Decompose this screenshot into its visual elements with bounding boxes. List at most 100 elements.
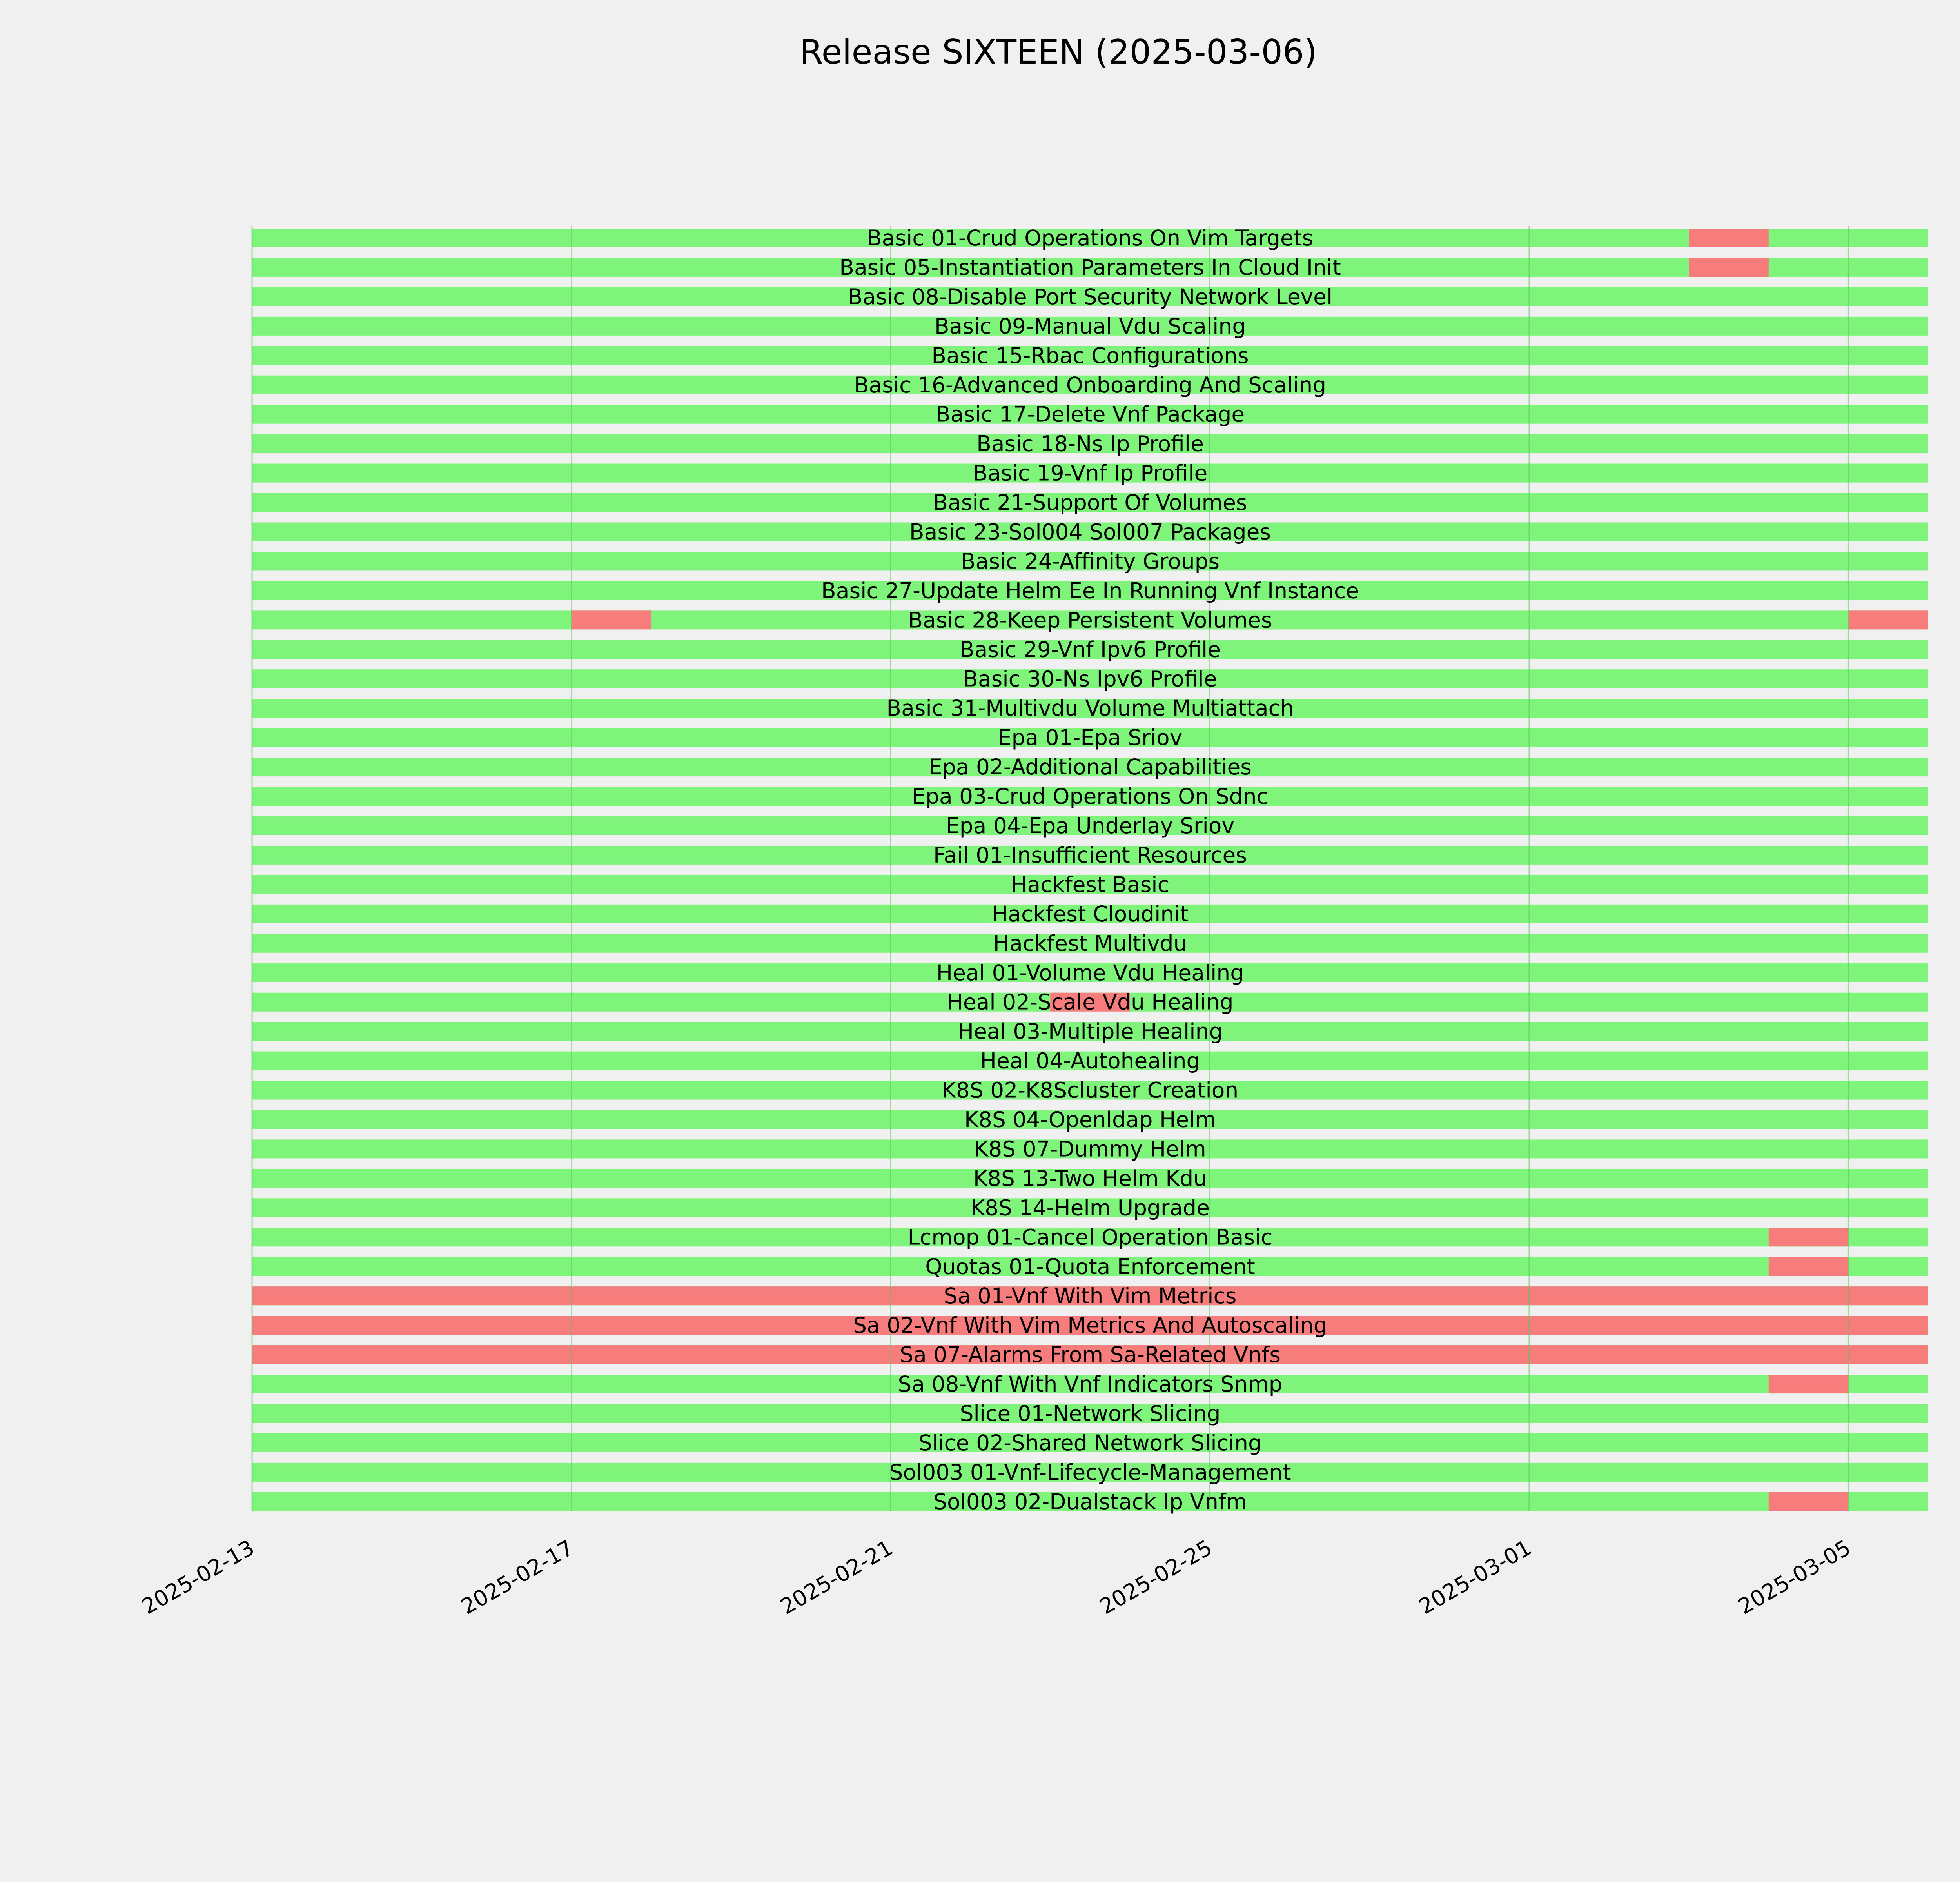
row-label: K8S 02-K8Scluster Creation	[942, 1078, 1239, 1103]
bar-pass	[252, 1081, 1928, 1100]
row-label: Epa 02-Additional Capabilities	[929, 754, 1252, 779]
x-axis-ticks: 2025-02-13 2025-02-17 2025-02-21 2025-02-25…	[138, 1535, 1855, 1619]
x-tick-label: 2025-02-13	[138, 1535, 259, 1619]
row-label: Basic 28-Keep Persistent Volumes	[908, 607, 1272, 632]
row-label: Basic 18-Ns Ip Profile	[976, 431, 1204, 456]
bar-pass	[252, 493, 1928, 512]
bar-pass	[252, 934, 1928, 953]
x-tick-label: 2025-02-21	[776, 1535, 897, 1619]
bar-pass	[252, 963, 1928, 982]
bar-pass	[252, 845, 1928, 865]
row-label: Basic 24-Affinity Groups	[961, 549, 1220, 574]
row-label: Lcmop 01-Cancel Operation Basic	[908, 1224, 1273, 1250]
row-label: Basic 15-Rbac Configurations	[931, 343, 1249, 368]
bar-pass	[252, 258, 1928, 277]
x-tick-label: 2025-02-17	[457, 1535, 578, 1619]
row-label: Sa 02-Vnf With Vim Metrics And Autoscali…	[853, 1313, 1327, 1338]
row-label: Basic 05-Instantiation Parameters In Clo…	[839, 255, 1341, 280]
bar-pass	[252, 1169, 1928, 1188]
bar-fail	[252, 1345, 1928, 1364]
row-label: Epa 01-Epa Sriov	[998, 725, 1183, 750]
row-label: Heal 04-Autohealing	[980, 1048, 1200, 1074]
bar-pass	[252, 669, 1928, 688]
row-label: K8S 04-Openldap Helm	[964, 1107, 1216, 1132]
row-label: Basic 23-Sol004 Sol007 Packages	[909, 520, 1271, 545]
row-label: Sa 08-Vnf With Vnf Indicators Snmp	[898, 1372, 1282, 1397]
bar-pass	[252, 1022, 1928, 1041]
row-label: Basic 21-Support Of Volumes	[933, 490, 1247, 515]
row-label: Hackfest Cloudinit	[992, 901, 1189, 926]
bar-fail	[1768, 1257, 1849, 1276]
row-label: Basic 19-Vnf Ip Profile	[973, 461, 1208, 486]
bar-pass	[252, 728, 1928, 747]
chart-title: Release SIXTEEN (2025-03-06)	[800, 33, 1318, 72]
bar-fail	[1848, 610, 1928, 630]
bar-pass	[252, 1228, 1928, 1247]
bar-pass	[252, 316, 1928, 336]
bar-pass	[252, 522, 1928, 541]
bar-pass	[252, 434, 1928, 453]
row-label: Slice 02-Shared Network Slicing	[918, 1430, 1262, 1455]
row-label: Basic 27-Update Helm Ee In Running Vnf I…	[821, 578, 1359, 603]
bar-pass	[252, 610, 1928, 630]
bar-pass	[252, 699, 1928, 718]
row-label: Basic 31-Multivdu Volume Multiattach	[886, 696, 1294, 721]
row-label: Heal 03-Multiple Healing	[958, 1019, 1223, 1044]
bar-pass	[252, 1051, 1928, 1070]
bar-pass	[252, 1433, 1928, 1452]
bar-pass	[252, 463, 1928, 483]
bar-pass	[252, 787, 1928, 806]
bar-pass	[252, 346, 1928, 365]
x-tick-label: 2025-02-25	[1095, 1535, 1216, 1619]
bar-pass	[252, 816, 1928, 835]
row-label: Basic 08-Disable Port Security Network L…	[848, 284, 1333, 309]
bar-pass	[252, 758, 1928, 777]
row-label: Epa 03-Crud Operations On Sdnc	[912, 784, 1268, 809]
bar-pass	[252, 405, 1928, 424]
bar-pass	[252, 640, 1928, 659]
row-label: Sa 01-Vnf With Vim Metrics	[944, 1283, 1237, 1308]
bars-group	[251, 226, 1928, 1511]
x-tick-label: 2025-03-05	[1734, 1535, 1855, 1619]
bar-pass	[252, 1257, 1928, 1276]
bar-pass	[252, 1462, 1928, 1482]
row-label: Fail 01-Insufficient Resources	[933, 843, 1247, 868]
bar-fail	[1768, 1375, 1849, 1394]
bar-fail	[571, 610, 652, 630]
row-label: Heal 01-Volume Vdu Healing	[936, 960, 1244, 985]
bar-pass	[252, 375, 1928, 394]
row-label: Sol003 02-Dualstack Ip Vnfm	[933, 1489, 1247, 1514]
bar-pass	[252, 875, 1928, 894]
row-label: Basic 17-Delete Vnf Package	[936, 402, 1245, 427]
bar-fail	[1768, 1492, 1849, 1511]
bar-pass	[252, 904, 1928, 923]
row-label: Basic 30-Ns Ipv6 Profile	[963, 666, 1217, 691]
row-label: Slice 01-Network Slicing	[960, 1401, 1221, 1426]
row-label: Basic 01-Crud Operations On Vim Targets	[867, 225, 1313, 251]
row-label: Hackfest Basic	[1011, 872, 1169, 897]
bar-pass	[252, 581, 1928, 600]
bar-fail	[1768, 1228, 1849, 1247]
row-label: Basic 16-Advanced Onboarding And Scaling	[854, 372, 1326, 398]
bar-fail	[252, 1286, 1928, 1306]
row-label: Basic 09-Manual Vdu Scaling	[935, 314, 1246, 339]
bar-pass	[252, 1375, 1928, 1394]
x-tick-label: 2025-03-01	[1415, 1535, 1536, 1619]
bar-pass	[252, 229, 1928, 247]
row-labels-group: Basic 01-Crud Operations On Vim Targets B…	[821, 225, 1359, 1514]
bar-fail	[1689, 258, 1769, 277]
bar-pass	[252, 552, 1928, 571]
row-label: Epa 04-Epa Underlay Sriov	[946, 813, 1234, 838]
row-label: Sa 07-Alarms From Sa-Related Vnfs	[900, 1342, 1281, 1367]
row-label: K8S 14-Helm Upgrade	[971, 1195, 1210, 1220]
bar-fail	[1050, 992, 1130, 1012]
bar-pass	[252, 1110, 1928, 1129]
row-label: Heal 02-Scale Vdu Healing	[947, 990, 1233, 1015]
row-label: K8S 13-Two Helm Kdu	[973, 1166, 1207, 1191]
row-label: Basic 29-Vnf Ipv6 Profile	[960, 637, 1221, 662]
bar-pass	[252, 1198, 1928, 1217]
row-label: Sol003 01-Vnf-Lifecycle-Management	[889, 1460, 1291, 1485]
row-label: Quotas 01-Quota Enforcement	[925, 1254, 1255, 1279]
bar-pass	[252, 1492, 1928, 1511]
